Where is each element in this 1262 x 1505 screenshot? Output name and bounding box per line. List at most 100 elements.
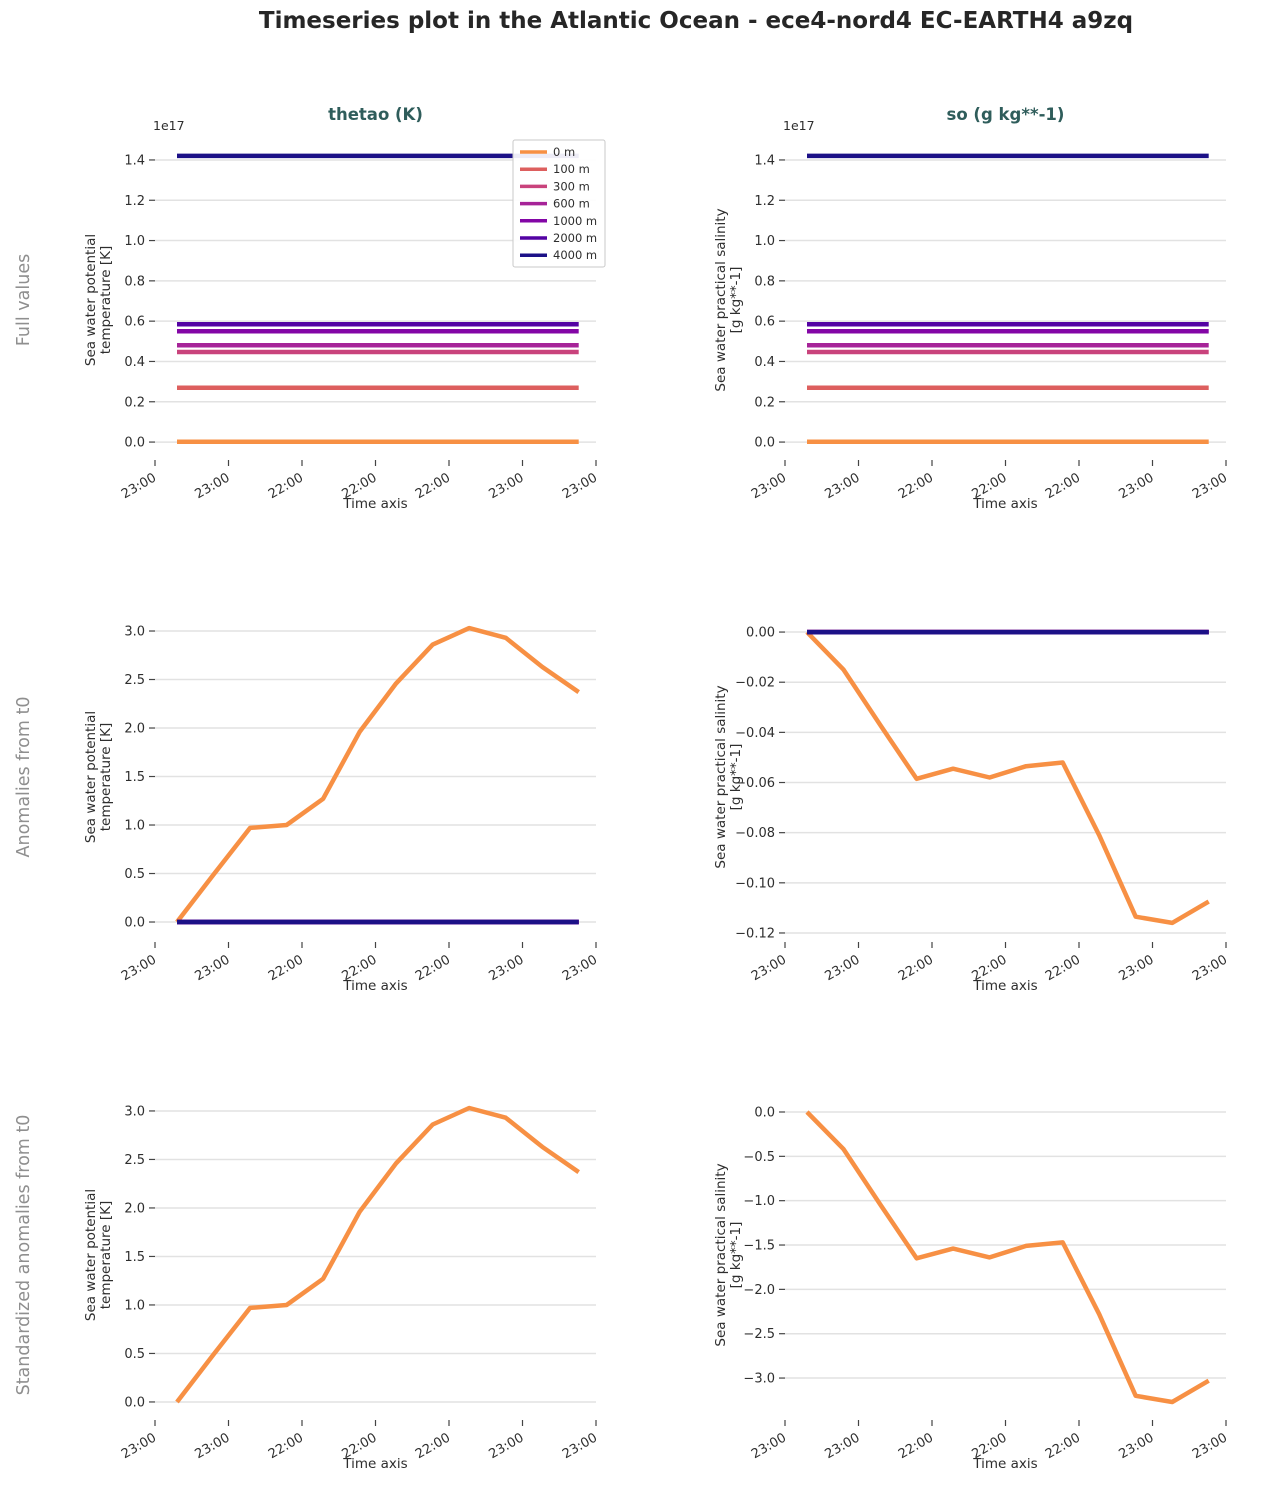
x-tick-label: 22:00 [266, 1430, 306, 1462]
series-line-0m [805, 630, 1210, 926]
x-tick-label: 23:00 [1190, 1430, 1230, 1462]
series-line-0m [805, 1110, 1210, 1405]
y-tick-label: 1.0 [124, 819, 145, 834]
series-line-0m [175, 1105, 580, 1404]
page-title: Timeseries plot in the Atlantic Ocean - … [258, 8, 1134, 34]
x-tick-label: 22:00 [896, 470, 936, 502]
x-tick-label: 23:00 [749, 952, 789, 984]
x-tick-label: 23:00 [560, 470, 600, 502]
chart-title: so (g kg**-1) [947, 105, 1065, 124]
y-tick-label: 1.5 [124, 770, 145, 785]
x-tick-label: 23:00 [560, 1430, 600, 1462]
x-tick-label: 22:00 [413, 470, 453, 502]
x-tick-label: 22:00 [266, 470, 306, 502]
legend-label: 300 m [553, 179, 590, 193]
x-tick-label: 23:00 [487, 952, 527, 984]
y-tick-label: −2.0 [743, 1283, 775, 1298]
x-tick-label: 23:00 [1190, 952, 1230, 984]
y-tick-label: 0.6 [124, 315, 145, 330]
y-tick-label: 0.0 [754, 436, 775, 451]
y-tick-label: 0.4 [754, 355, 775, 370]
y-tick-label: −0.06 [735, 776, 775, 791]
y-axis-title: temperature [K] [98, 723, 114, 832]
legend-label: 100 m [553, 162, 590, 176]
y-tick-label: 0.0 [124, 436, 145, 451]
y-tick-label: 1.0 [754, 234, 775, 249]
x-tick-label: 23:00 [193, 470, 233, 502]
y-axis-title: Sea water potential [83, 1189, 99, 1321]
x-tick-label: 22:00 [1043, 952, 1083, 984]
y-axis-title: temperature [K] [98, 246, 114, 355]
y-tick-label: −2.5 [743, 1327, 775, 1342]
x-tick-label: 23:00 [1117, 470, 1157, 502]
axis-offset-label: 1e17 [153, 118, 185, 133]
x-axis-title: Time axis [342, 978, 407, 994]
y-axis-title: [g kg**-1] [728, 1222, 744, 1289]
chart-anom-so: 0.00 −0.02 −0.04 −0.06 −0.08 −0.10 −0.12 23:00 2… [713, 626, 1230, 994]
y-tick-label: 3.0 [124, 1104, 145, 1119]
x-tick-label: 23:00 [193, 952, 233, 984]
x-tick-label: 23:00 [1117, 1430, 1157, 1462]
x-tick-label: 23:00 [1190, 470, 1230, 502]
x-tick-label: 23:00 [119, 952, 159, 984]
y-axis-title: [g kg**-1] [728, 744, 744, 811]
y-tick-label: 2.5 [124, 673, 145, 688]
x-axis-title: Time axis [972, 978, 1037, 994]
x-tick-label: 23:00 [749, 1430, 789, 1462]
y-tick-label: 2.5 [124, 1153, 145, 1168]
x-tick-label: 22:00 [1043, 1430, 1083, 1462]
x-tick-label: 23:00 [560, 952, 600, 984]
y-tick-label: 1.2 [754, 194, 775, 209]
legend-label: 1000 m [553, 214, 597, 228]
y-axis-title: Sea water practical salinity [713, 685, 729, 868]
legend-box [512, 139, 606, 268]
chart-full-thetao: 0.0 0.2 0.4 0.6 0.8 1.0 1.2 1.4 23:00 23:00 22:00 2… [83, 105, 606, 512]
x-tick-label: 23:00 [119, 470, 159, 502]
y-tick-label: 0.5 [124, 867, 145, 882]
x-tick-label: 22:00 [266, 952, 306, 984]
y-tick-label: 1.5 [124, 1250, 145, 1265]
x-tick-label: 22:00 [896, 1430, 936, 1462]
y-tick-label: 0.5 [124, 1347, 145, 1362]
x-tick-label: 23:00 [1117, 952, 1157, 984]
y-tick-label: 1.0 [124, 234, 145, 249]
x-axis-title: Time axis [972, 496, 1037, 512]
y-tick-label: 0.0 [124, 916, 145, 931]
x-tick-label: 23:00 [823, 1430, 863, 1462]
legend-label: 4000 m [553, 248, 597, 262]
y-axis-title: temperature [K] [98, 1201, 114, 1310]
y-tick-label: 1.4 [124, 153, 145, 168]
y-tick-label: 1.2 [124, 194, 145, 209]
x-tick-label: 22:00 [413, 952, 453, 984]
y-tick-label: −3.0 [743, 1372, 775, 1387]
legend-label: 0 m [553, 145, 575, 159]
y-tick-label: 1.4 [754, 153, 775, 168]
y-axis-title: Sea water practical salinity [713, 1163, 729, 1346]
x-tick-label: 23:00 [823, 952, 863, 984]
x-tick-label: 22:00 [413, 1430, 453, 1462]
chart-anom-thetao: 0.0 0.5 1.0 1.5 2.0 2.5 3.0 23:00 23:00 22:00 22:0… [83, 625, 600, 994]
row-label-standardized: Standardized anomalies from t0 [14, 1114, 34, 1396]
x-tick-label: 23:00 [823, 470, 863, 502]
y-axis-title: Sea water potential [83, 234, 99, 366]
y-axis-title: Sea water potential [83, 711, 99, 843]
x-axis-title: Time axis [342, 1456, 407, 1472]
y-tick-label: 0.00 [746, 626, 775, 641]
y-tick-label: −0.5 [743, 1150, 775, 1165]
legend-label: 600 m [553, 197, 590, 211]
y-tick-label: 0.8 [124, 274, 145, 289]
row-label-full-values: Full values [14, 253, 34, 347]
y-tick-label: −0.02 [735, 676, 775, 691]
y-tick-label: 0.6 [754, 315, 775, 330]
x-axis-title: Time axis [972, 1456, 1037, 1472]
y-tick-label: 0.4 [124, 355, 145, 370]
chart-std-thetao: 0.0 0.5 1.0 1.5 2.0 2.5 3.0 23:00 23:00 22:00 22:0… [83, 1104, 600, 1472]
x-tick-label: 23:00 [193, 1430, 233, 1462]
y-tick-label: −0.08 [735, 826, 775, 841]
x-tick-label: 22:00 [1043, 470, 1083, 502]
x-axis-title: Time axis [342, 496, 407, 512]
y-tick-label: 1.0 [124, 1298, 145, 1313]
legend-label: 2000 m [553, 231, 597, 245]
y-tick-label: −0.10 [735, 876, 775, 891]
y-axis-title: [g kg**-1] [728, 267, 744, 334]
